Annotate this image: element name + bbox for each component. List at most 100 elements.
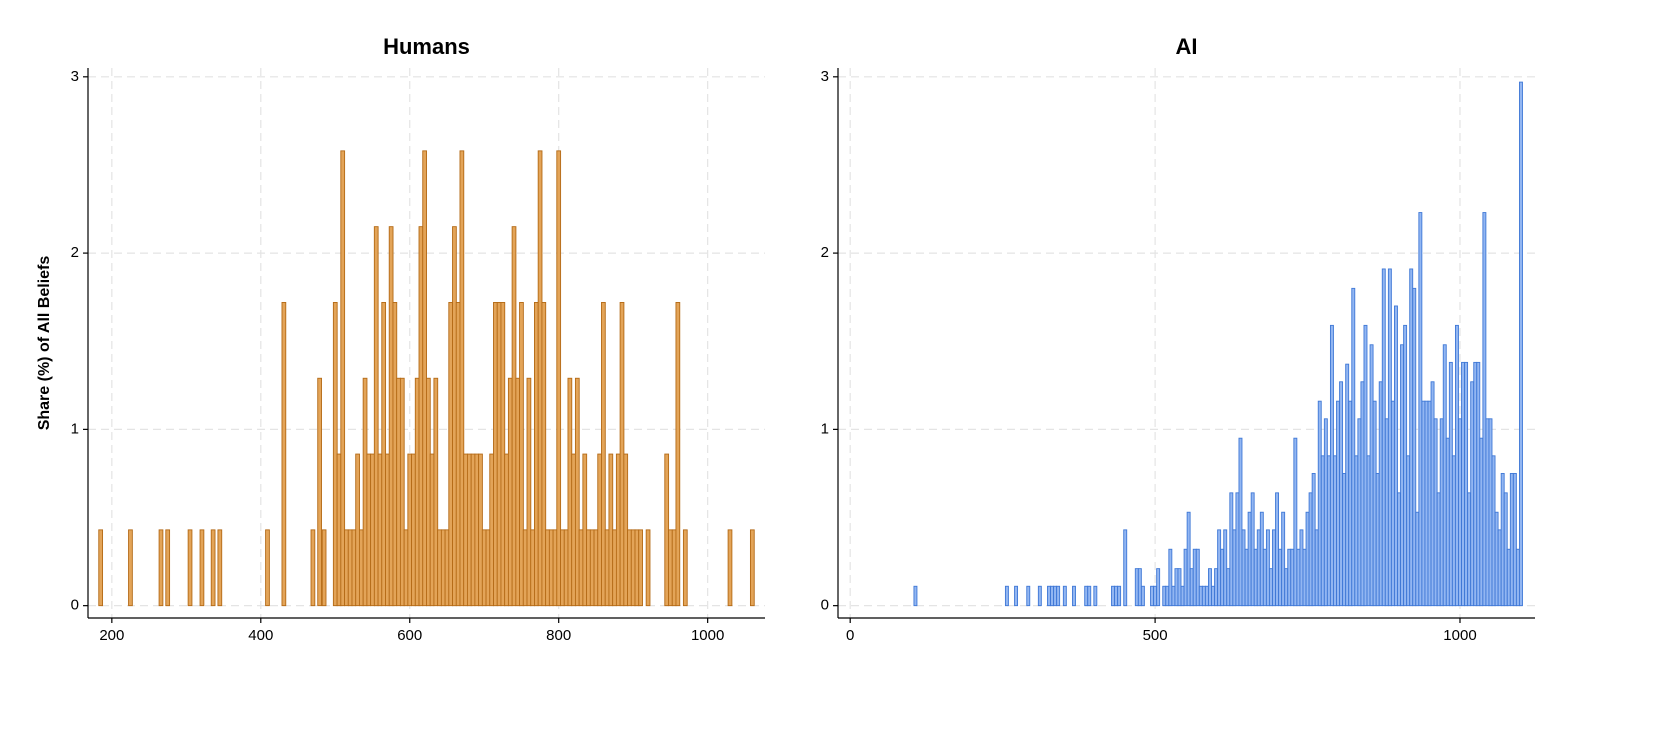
bar bbox=[1223, 529, 1228, 607]
bar bbox=[1180, 585, 1185, 607]
bar bbox=[668, 529, 673, 607]
bar bbox=[1451, 455, 1456, 607]
bar bbox=[630, 529, 636, 607]
bar bbox=[1473, 361, 1478, 607]
bar bbox=[582, 453, 588, 607]
bar bbox=[351, 529, 357, 607]
bar bbox=[1278, 548, 1283, 607]
bar bbox=[426, 377, 431, 607]
bar bbox=[1351, 287, 1356, 607]
bar bbox=[1329, 324, 1334, 607]
bar bbox=[1134, 568, 1139, 607]
bar bbox=[1406, 455, 1411, 607]
bar bbox=[1183, 548, 1188, 607]
bar bbox=[1165, 585, 1170, 607]
bar bbox=[593, 529, 599, 607]
bar bbox=[1439, 418, 1444, 607]
bar bbox=[1241, 529, 1246, 607]
bar bbox=[1265, 529, 1270, 607]
bar bbox=[1433, 418, 1438, 607]
bar bbox=[1509, 472, 1514, 607]
chart-title: Humans bbox=[383, 34, 470, 59]
bar bbox=[440, 529, 446, 607]
bar bbox=[1494, 511, 1499, 607]
bar bbox=[1238, 437, 1243, 607]
bar bbox=[1084, 585, 1089, 607]
bar bbox=[1369, 344, 1374, 607]
bar bbox=[507, 377, 513, 607]
bar bbox=[526, 377, 532, 607]
bar bbox=[444, 529, 450, 607]
bar bbox=[1430, 381, 1435, 607]
bar bbox=[1056, 585, 1061, 607]
bar bbox=[1123, 529, 1128, 607]
bar bbox=[1253, 548, 1258, 607]
bar bbox=[1333, 455, 1337, 607]
bar bbox=[1491, 455, 1496, 607]
bar bbox=[187, 529, 193, 607]
bar bbox=[574, 377, 580, 607]
bar bbox=[1290, 548, 1295, 607]
bar bbox=[1357, 418, 1362, 607]
bar bbox=[1372, 400, 1377, 607]
bar bbox=[344, 529, 349, 607]
bar bbox=[1259, 511, 1264, 607]
bar bbox=[1445, 437, 1450, 607]
bar bbox=[463, 453, 468, 607]
bar bbox=[545, 529, 550, 607]
bar bbox=[1409, 268, 1414, 607]
bar bbox=[1171, 585, 1176, 607]
bar bbox=[98, 529, 104, 607]
bar bbox=[537, 150, 543, 607]
bar bbox=[1519, 81, 1523, 607]
bar bbox=[481, 529, 487, 607]
bar bbox=[355, 453, 360, 607]
y-tick-label: 1 bbox=[71, 420, 79, 437]
bar bbox=[210, 529, 216, 607]
bar bbox=[1336, 400, 1340, 607]
bar bbox=[749, 529, 755, 607]
bar bbox=[530, 529, 535, 607]
bar bbox=[556, 150, 562, 607]
bar bbox=[418, 226, 424, 607]
bar bbox=[1174, 568, 1179, 607]
bar bbox=[429, 453, 435, 607]
bar bbox=[1412, 287, 1417, 607]
bar bbox=[1247, 511, 1252, 607]
bar bbox=[336, 453, 342, 607]
bar bbox=[1026, 585, 1031, 607]
bar bbox=[1305, 511, 1310, 607]
bar bbox=[1004, 585, 1009, 607]
bar bbox=[1262, 548, 1267, 607]
bar bbox=[1515, 548, 1520, 607]
bar bbox=[1296, 548, 1301, 607]
bar bbox=[1293, 437, 1298, 607]
bar bbox=[1308, 492, 1313, 607]
bar bbox=[485, 529, 491, 607]
chart-title: AI bbox=[1176, 34, 1198, 59]
bar bbox=[281, 302, 287, 607]
bar bbox=[1381, 268, 1386, 607]
bar bbox=[1436, 492, 1441, 607]
bar bbox=[1384, 418, 1389, 607]
bar bbox=[1195, 548, 1200, 607]
bar bbox=[1311, 472, 1316, 607]
bar bbox=[1281, 511, 1286, 607]
bar bbox=[623, 453, 629, 607]
bar bbox=[1302, 548, 1307, 607]
bar bbox=[437, 529, 442, 607]
bar bbox=[317, 377, 322, 607]
bar bbox=[217, 529, 223, 607]
bar bbox=[1394, 305, 1398, 607]
bar bbox=[1427, 400, 1432, 607]
x-tick-label: 500 bbox=[1143, 627, 1168, 644]
bar bbox=[362, 377, 368, 607]
bar bbox=[1229, 492, 1234, 607]
bar bbox=[1226, 568, 1231, 607]
bar bbox=[1342, 472, 1347, 607]
bar bbox=[1114, 585, 1119, 607]
bar bbox=[128, 529, 133, 607]
bar bbox=[571, 453, 576, 607]
x-tick-label: 600 bbox=[397, 627, 422, 644]
bar bbox=[1168, 548, 1173, 607]
